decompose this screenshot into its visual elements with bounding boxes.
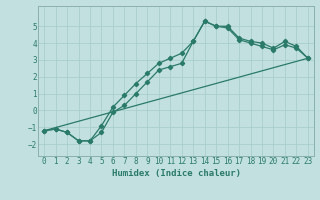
X-axis label: Humidex (Indice chaleur): Humidex (Indice chaleur): [111, 169, 241, 178]
